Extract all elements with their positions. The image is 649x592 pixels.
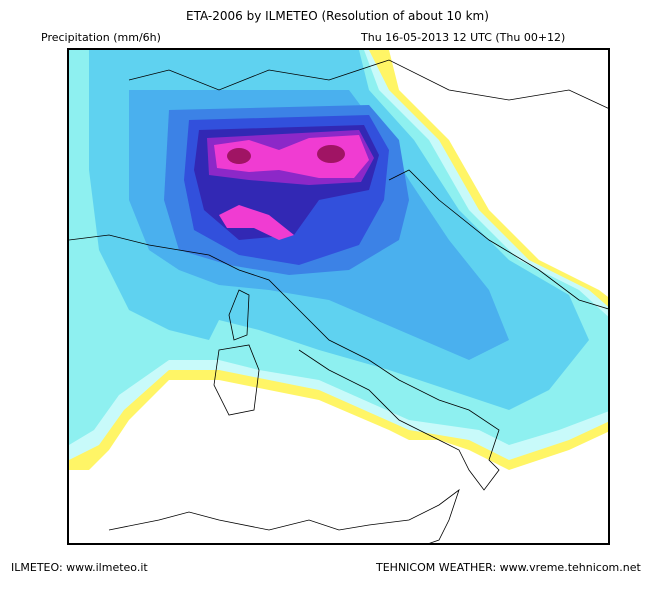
tehnicom-credit: TEHNICOM WEATHER: www.vreme.tehnicom.net xyxy=(376,561,641,574)
precipitation-map xyxy=(67,48,610,545)
coastlines xyxy=(69,59,608,543)
precip-magenta-south xyxy=(219,205,294,240)
precipitation-field xyxy=(69,50,608,543)
chart-title: ETA-2006 by ILMETEO (Resolution of about… xyxy=(186,9,489,23)
valid-time-label: Thu 16-05-2013 12 UTC (Thu 00+12) xyxy=(361,31,566,44)
precip-max-1 xyxy=(227,148,251,164)
ilmeteo-credit: ILMETEO: www.ilmeteo.it xyxy=(11,561,148,574)
precip-max-2 xyxy=(317,145,345,163)
variable-label: Precipitation (mm/6h) xyxy=(41,31,161,44)
